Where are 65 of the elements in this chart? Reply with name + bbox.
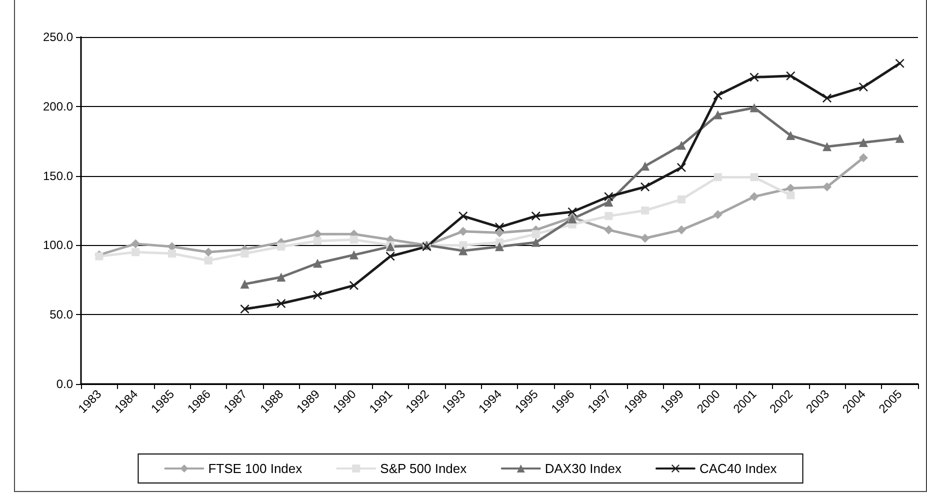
point [640,182,650,192]
legend-label: S&P 500 Index [380,461,468,476]
point [604,198,614,207]
point [531,238,540,247]
y-tick-label: 0.0 [56,377,74,391]
point [858,153,868,162]
point [386,252,395,261]
y-tick-label: 250.0 [42,30,74,44]
point [349,280,358,290]
point [204,248,213,257]
y-tick-label: 150.0 [42,168,74,183]
y-tick-label: 200.0 [42,99,74,114]
point [276,298,286,308]
point [495,228,504,238]
point [604,192,614,202]
point [168,250,176,258]
point [313,258,322,268]
point [349,250,358,260]
point [677,195,686,204]
legend-label: FTSE 100 Index [208,461,303,476]
point [750,103,759,112]
point [895,58,904,68]
point [459,241,468,250]
point [531,212,540,221]
point [713,90,722,100]
point [604,225,614,234]
legend-label: DAX30 Index [544,461,622,476]
point [568,207,577,216]
point [786,131,796,140]
point [458,246,468,256]
legend-label: CAC40 Index [699,461,778,476]
point [495,222,504,232]
point [314,237,322,246]
point [495,242,504,252]
point [713,110,722,120]
point [240,280,250,289]
point [240,250,249,258]
point [604,212,613,220]
point [786,191,795,200]
point [750,192,759,202]
point [676,140,686,150]
point [858,138,868,147]
point [713,210,722,220]
point [240,304,250,314]
point [676,225,686,234]
point [350,236,358,244]
point [822,182,832,192]
point [750,173,758,182]
point [532,230,540,238]
point [277,242,286,251]
point [641,206,650,214]
point [786,71,796,80]
point [131,239,140,248]
point [822,142,832,152]
point [204,256,212,264]
point [895,134,904,143]
y-tick-label: 50.0 [50,308,74,322]
point [458,212,468,221]
point [276,272,286,282]
y-tick-label: 100.0 [42,238,74,252]
point [313,290,322,300]
point [714,173,722,182]
point [640,234,650,243]
point [858,82,868,92]
point [132,248,140,256]
